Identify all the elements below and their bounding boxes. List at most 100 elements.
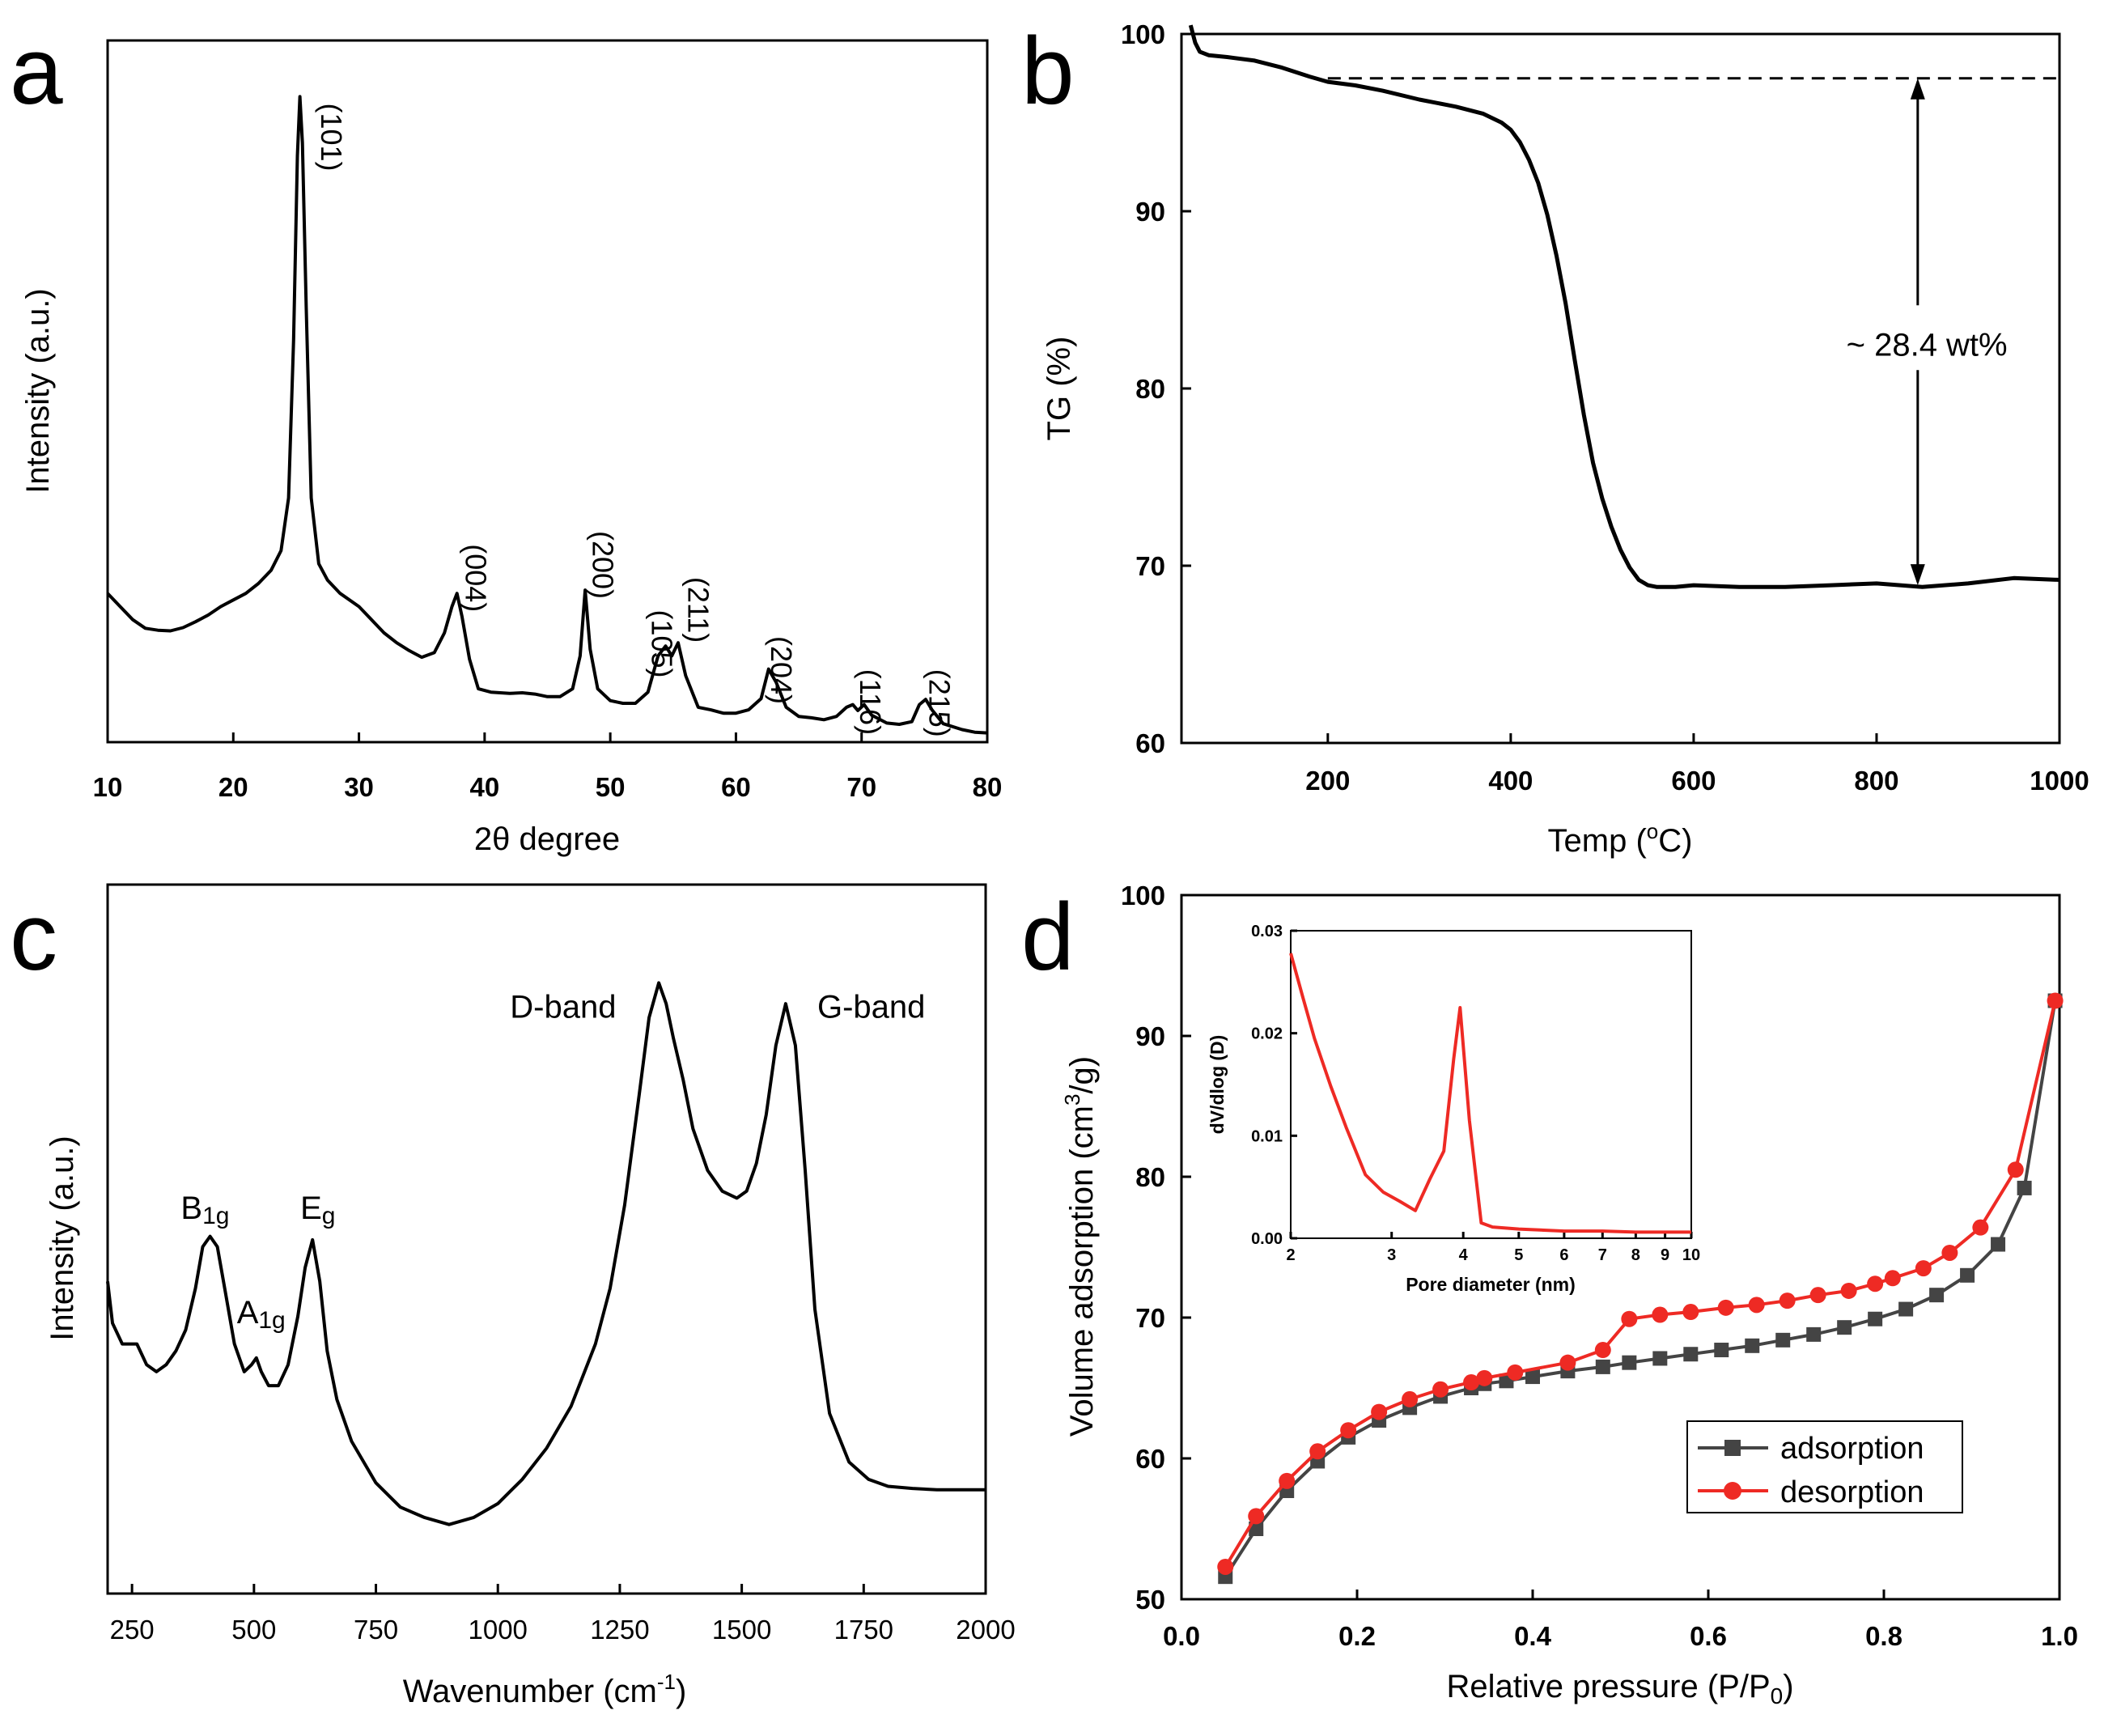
panel-c-band-label: D-band — [510, 989, 616, 1025]
panel-c-frame — [106, 883, 987, 1595]
panel-d-x-axis-title-subscript: 0 — [1771, 1683, 1784, 1708]
panel-a-peak-label: (101) — [315, 104, 348, 172]
panel-d-adsorption-marker — [1525, 1369, 1540, 1385]
panel-b-frame — [1180, 32, 2061, 745]
panel-d-adsorption-marker — [1683, 1347, 1699, 1362]
panel-b-x-axis-title-end: C) — [1658, 823, 1692, 859]
panel-c-x-axis-title: Wavenumber (cm-1) — [403, 1670, 687, 1709]
panel-d-y-ticks: 50 60 70 80 90 100 — [1121, 881, 1191, 1615]
panel-b-x-ticks: 200 400 600 800 1000 — [1305, 733, 2089, 796]
panel-d-adsorption-marker — [2017, 1180, 2032, 1195]
inset-y-tick-label: 0.03 — [1251, 923, 1283, 940]
panel-b-x-tick-label: 1000 — [2030, 766, 2089, 796]
inset-x-tick-label: 7 — [1598, 1246, 1607, 1264]
panel-b-x-axis-title: Temp (oC) — [1548, 819, 1693, 859]
panel-c-band-label: A1g — [237, 1295, 286, 1334]
panel-d-desorption-marker — [1972, 1219, 1989, 1236]
inset-y-tick-label: 0.01 — [1251, 1127, 1283, 1145]
panel-d-desorption-marker — [1717, 1299, 1734, 1316]
panel-c-x-tick-label: 2000 — [956, 1615, 1015, 1645]
panel-d-desorption-marker — [1779, 1292, 1796, 1309]
panel-d-desorption-marker — [1840, 1282, 1857, 1299]
panel-d-x-axis-title-end: ) — [1783, 1669, 1793, 1704]
panel-c-x-tick-label: 250 — [110, 1615, 155, 1645]
panel-a-x-tick-label: 60 — [721, 772, 751, 802]
panel-d-legend: adsorption desorption — [1686, 1420, 1963, 1513]
panel-d-y-tick-label: 60 — [1135, 1444, 1165, 1474]
panel-d-desorption-marker — [1248, 1508, 1265, 1525]
panel-d-adsorption-marker — [1622, 1355, 1637, 1370]
panel-d-x-tick-label: 0.6 — [1690, 1621, 1727, 1651]
inset-x-tick-label: 6 — [1559, 1246, 1568, 1264]
panel-b-x-tick-label: 800 — [1854, 766, 1898, 796]
panel-d-adsorption-marker — [1652, 1351, 1668, 1366]
panel-a: a 10 20 30 40 50 60 70 80 (101)(004) (200)(105)(… — [10, 18, 1002, 857]
panel-d-desorption-marker — [1476, 1369, 1493, 1386]
panel-d-x-tick-label: 0.8 — [1865, 1621, 1903, 1651]
panel-a-x-tick-label: 30 — [344, 772, 374, 802]
panel-d-desorption-marker — [1340, 1422, 1357, 1439]
panel-d-adsorption-marker — [1960, 1267, 1975, 1283]
legend-desorption-label: desorption — [1780, 1475, 1924, 1509]
panel-d-adsorption-marker — [1991, 1237, 2006, 1252]
inset-x-tick-label: 5 — [1514, 1246, 1523, 1264]
panel-c-x-axis-title-end: ) — [676, 1674, 686, 1709]
panel-a-peak-label: (004) — [460, 544, 493, 612]
panel-b-y-axis-title: TG (%) — [1041, 337, 1077, 441]
panel-b-tg-curve — [1188, 24, 2060, 589]
panel-c: c 250 500 750 1000 1250 1500 1750 2000 B1gA1gEg… — [10, 883, 1016, 1709]
inset-y-tick-label: 0.02 — [1251, 1025, 1283, 1043]
inset-x-tick-label: 2 — [1286, 1246, 1295, 1264]
inset-x-axis-title: Pore diameter (nm) — [1406, 1274, 1576, 1295]
panel-c-raman-curve — [106, 981, 986, 1526]
inset-x-tick-label: 9 — [1661, 1246, 1669, 1264]
panel-b-annotation-background — [1830, 305, 2025, 371]
panel-b-x-tick-label: 600 — [1671, 766, 1716, 796]
panel-c-x-axis-title-superscript: -1 — [657, 1670, 676, 1694]
panel-d-desorption-marker — [2047, 992, 2064, 1009]
panel-a-x-tick-label: 40 — [469, 772, 499, 802]
panel-d-desorption-marker — [1682, 1304, 1699, 1321]
panel-d-desorption-marker — [1432, 1381, 1449, 1398]
arrow-head-down — [1910, 564, 1925, 586]
panel-b-y-ticks: 60 70 80 90 100 — [1121, 19, 1191, 758]
panel-d-desorption-marker — [1652, 1306, 1669, 1323]
panel-b-y-tick-label: 70 — [1135, 551, 1165, 581]
legend-desorption-marker — [1724, 1482, 1741, 1500]
panel-c-band-label-subscript: 1g — [202, 1203, 229, 1229]
panel-a-x-tick-label: 50 — [596, 772, 626, 802]
panel-d-desorption-marker — [2007, 1161, 2024, 1178]
panel-d-x-tick-label: 0.0 — [1163, 1621, 1200, 1651]
inset-pore-distribution-curve — [1289, 953, 1691, 1234]
panel-d-desorption-marker — [1884, 1270, 1901, 1287]
inset-x-tick-label: 3 — [1387, 1246, 1396, 1264]
panel-d-adsorption-marker — [1868, 1311, 1883, 1326]
panel-d-x-tick-label: 0.2 — [1338, 1621, 1376, 1651]
panel-d-x-axis-title-main: Relative pressure (P/P — [1446, 1669, 1770, 1704]
panel-d-y-axis-title-main: Volume adsorption (cm — [1064, 1106, 1100, 1437]
panel-d-desorption-marker — [1809, 1287, 1826, 1304]
panel-d-inset: 2 3 4 5 6 7 8 9 10 0.00 0.01 0.02 0.03 Pore diamete… — [1207, 923, 1700, 1295]
panel-c-x-ticks: 250 500 750 1000 1250 1500 1750 2000 — [110, 1584, 1016, 1645]
panel-c-x-tick-label: 750 — [354, 1615, 398, 1645]
panel-d-y-tick-label: 50 — [1135, 1585, 1165, 1615]
panel-c-x-axis-title-main: Wavenumber (cm — [403, 1674, 657, 1709]
legend-adsorption-marker — [1724, 1440, 1741, 1456]
panel-d-frame — [1180, 893, 2061, 1601]
inset-x-tick-label: 8 — [1631, 1246, 1640, 1264]
panel-d-x-axis-title: Relative pressure (P/P0) — [1446, 1669, 1793, 1708]
panel-a-x-tick-label: 70 — [846, 772, 876, 802]
panel-c-x-tick-label: 1750 — [834, 1615, 893, 1645]
panel-d-y-tick-label: 100 — [1121, 881, 1165, 910]
panel-a-y-axis-title: Intensity (a.u.) — [20, 288, 56, 493]
panel-d-desorption-marker — [1748, 1297, 1765, 1314]
panel-a-x-tick-label: 80 — [973, 772, 1003, 802]
panel-d-y-axis-title: Volume adsorption (cm3/g) — [1060, 1056, 1100, 1437]
panel-d-desorption-marker — [1402, 1390, 1419, 1407]
panel-d-desorption-marker — [1594, 1342, 1611, 1359]
panel-d-adsorption-marker — [1837, 1320, 1852, 1335]
panel-d-desorption-marker — [1507, 1364, 1524, 1381]
arrow-head-up — [1910, 78, 1925, 100]
